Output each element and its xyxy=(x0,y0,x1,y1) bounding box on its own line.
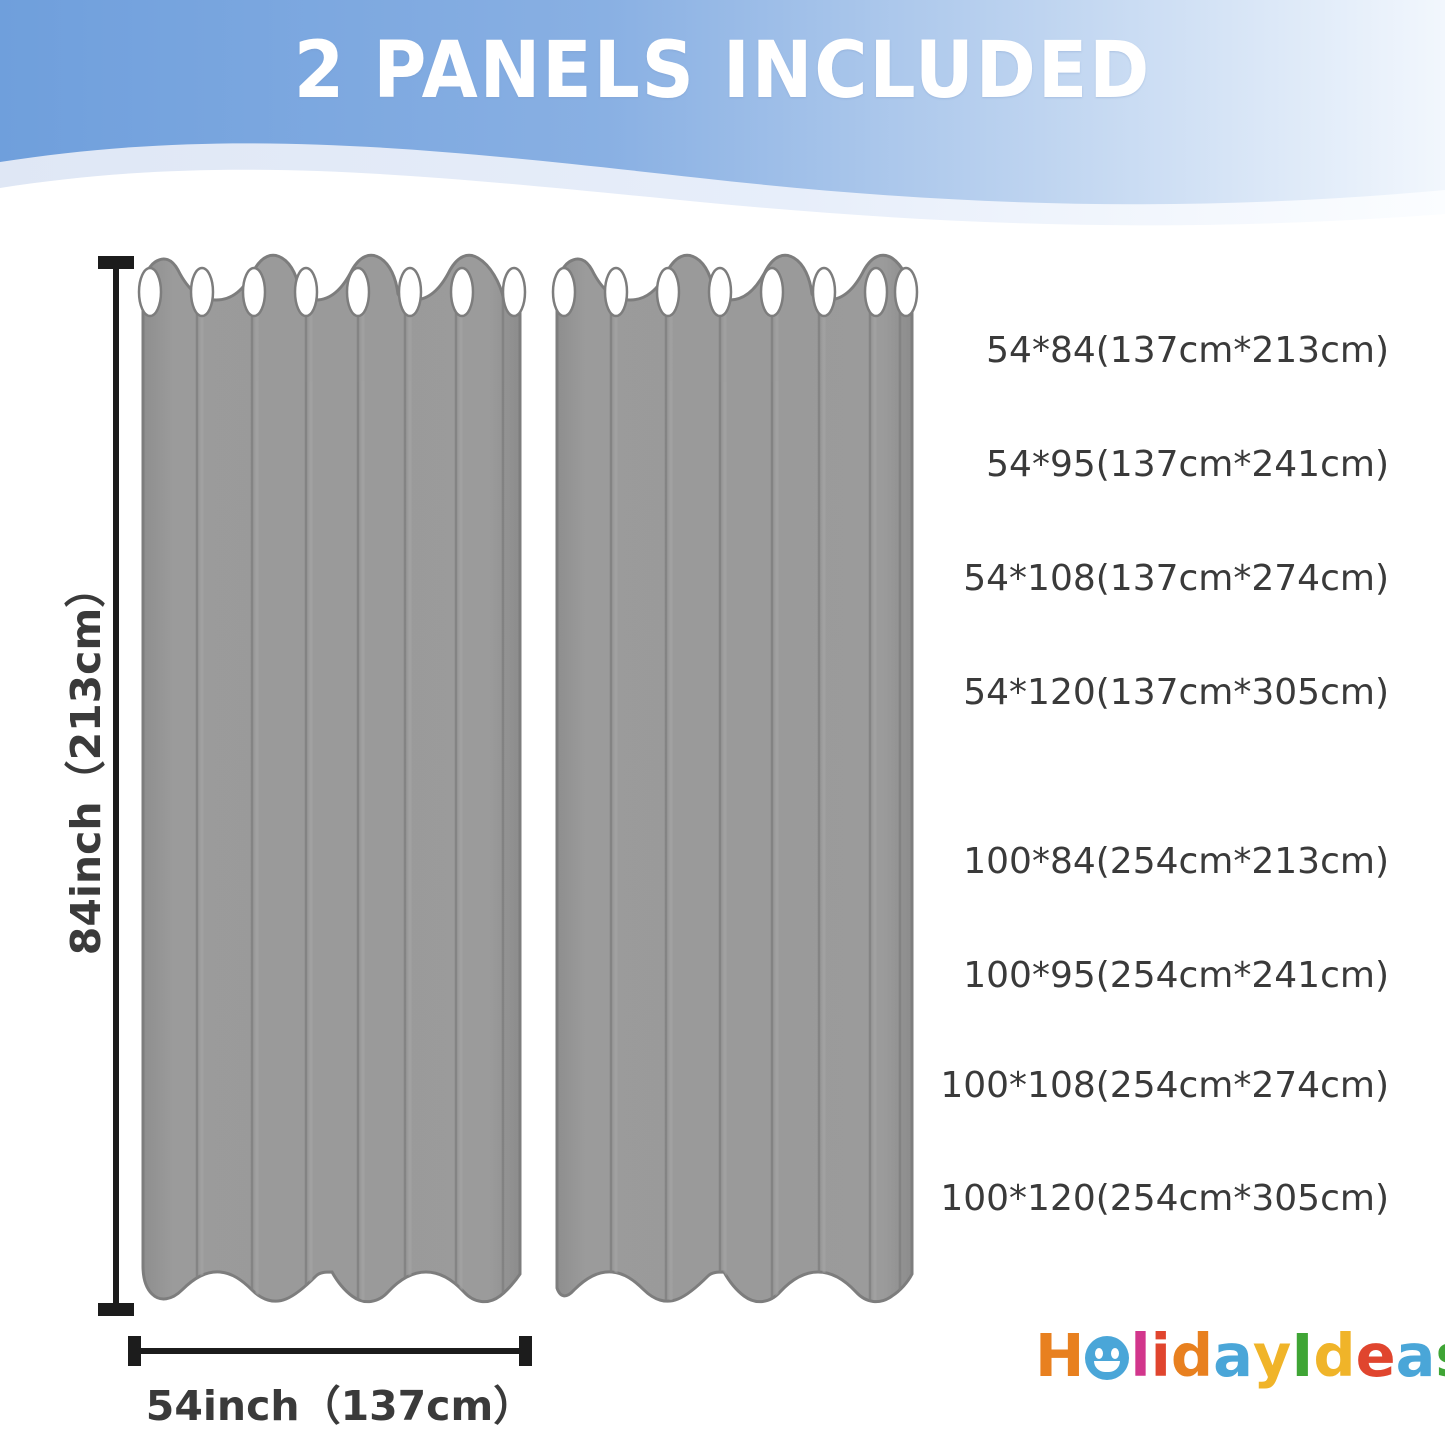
logo-letter-i: i xyxy=(1150,1321,1171,1390)
height-dimension-line xyxy=(98,256,134,1316)
size-option-3[interactable]: 54*120(137cm*305cm) xyxy=(963,672,1389,713)
logo-letter-y: y xyxy=(1252,1321,1292,1390)
smiley-face-icon xyxy=(1085,1336,1130,1380)
header-banner: 2 PANELS INCLUDED xyxy=(0,0,1445,232)
header-wave-graphic xyxy=(0,0,1445,232)
curtain-panel-left xyxy=(137,253,527,1304)
size-option-2[interactable]: 54*108(137cm*274cm) xyxy=(963,558,1389,599)
logo-letter-a2: a xyxy=(1395,1321,1436,1390)
size-option-0[interactable]: 54*84(137cm*213cm) xyxy=(986,330,1389,371)
size-option-1[interactable]: 54*95(137cm*241cm) xyxy=(986,444,1389,485)
size-option-4[interactable]: 100*84(254cm*213cm) xyxy=(963,841,1389,882)
curtain-panel-right xyxy=(551,253,919,1304)
size-option-6[interactable]: 100*108(254cm*274cm) xyxy=(940,1065,1389,1106)
size-option-7[interactable]: 100*120(254cm*305cm) xyxy=(940,1178,1389,1219)
logo-letter-s: s xyxy=(1435,1326,1445,1385)
page-title: 2 PANELS INCLUDED xyxy=(293,26,1152,116)
logo-letter-a: a xyxy=(1213,1321,1253,1390)
brand-logo: HlidayIdeas® xyxy=(1035,1326,1445,1385)
logo-letter-d: d xyxy=(1170,1321,1214,1390)
logo-letter-l: l xyxy=(1130,1321,1151,1390)
size-option-5[interactable]: 100*95(254cm*241cm) xyxy=(963,955,1389,996)
grommet-group-left xyxy=(137,266,527,318)
grommet-group-right xyxy=(551,266,919,318)
logo-letter-h: H xyxy=(1035,1321,1085,1390)
fabric-folds-right xyxy=(609,292,902,1300)
logo-letter-d2: d xyxy=(1313,1321,1356,1390)
logo-letter-i2: I xyxy=(1291,1321,1314,1390)
width-dimension-line xyxy=(128,1336,532,1366)
logo-letter-e: e xyxy=(1355,1321,1396,1390)
fabric-folds-left xyxy=(195,292,505,1300)
